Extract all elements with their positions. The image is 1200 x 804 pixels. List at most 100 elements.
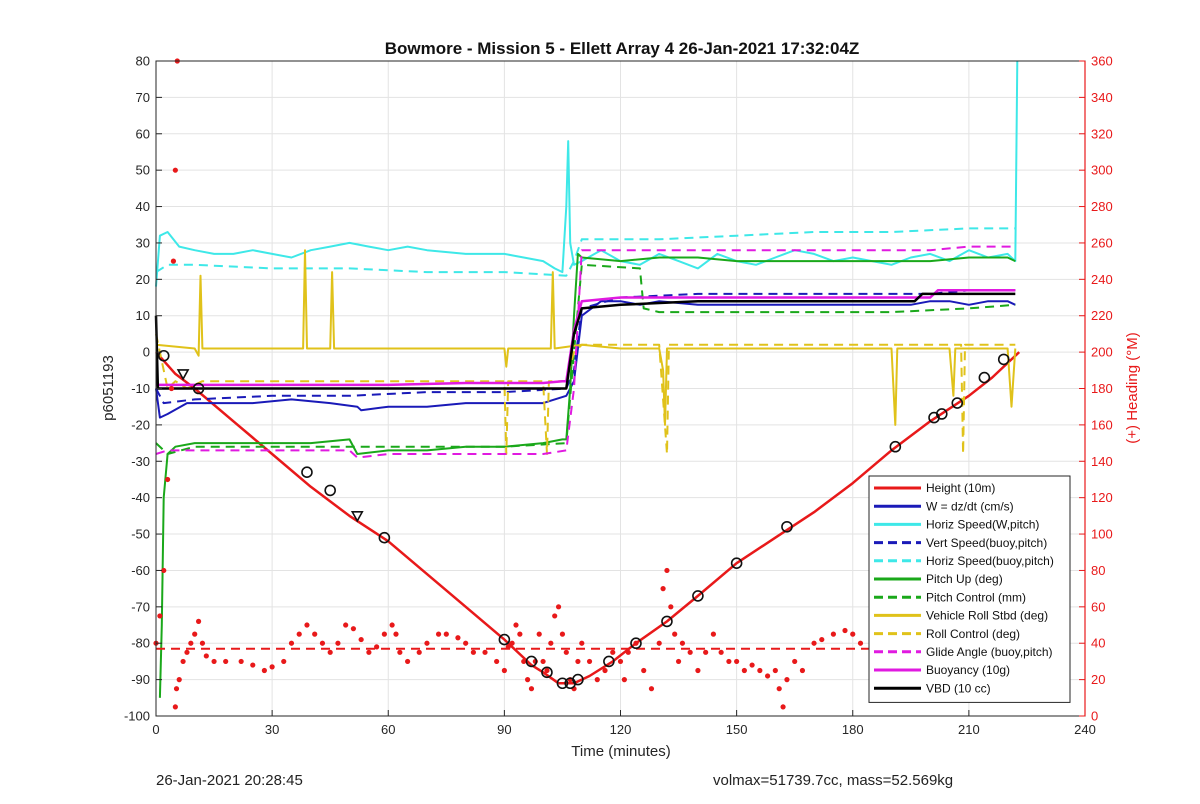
heading-point: [435, 631, 442, 637]
y-right-tick-label: 60: [1091, 599, 1105, 614]
y-right-tick-label: 20: [1091, 672, 1105, 687]
heading-point: [170, 258, 177, 264]
heading-point: [672, 631, 678, 637]
height-marker: [192, 382, 205, 395]
height-marker: [603, 655, 615, 668]
y-left-tick-label: -30: [131, 454, 150, 469]
height-marker: [572, 673, 584, 686]
chart-title: Bowmore - Mission 5 - Ellett Array 4 26-…: [385, 39, 860, 58]
heading-point: [528, 686, 535, 692]
y-left-tick-label: 60: [136, 126, 150, 141]
height-marker: [661, 615, 673, 628]
heading-point: [687, 649, 693, 655]
heading-point: [579, 640, 585, 646]
heading-point: [668, 604, 674, 610]
heading-point: [648, 686, 655, 692]
marker-layer: [157, 349, 1010, 690]
heading-point: [521, 658, 527, 665]
heading-point: [176, 677, 182, 683]
heading-point: [199, 640, 206, 646]
heading-point: [548, 640, 554, 646]
series-horiz-speed-buoy-pitch: [155, 227, 1016, 277]
heading-point: [463, 640, 469, 646]
heading-point: [509, 640, 515, 646]
heading-point: [397, 649, 403, 655]
heading-point: [819, 636, 825, 643]
heading-point: [269, 664, 275, 670]
heading-point: [540, 658, 546, 665]
series-height-10m: [155, 351, 1021, 685]
heading-point: [575, 658, 581, 665]
heading-point: [405, 658, 411, 665]
height-marker: [951, 397, 964, 409]
heading-point: [625, 649, 631, 655]
heading-point: [780, 704, 786, 710]
heading-point: [842, 627, 848, 634]
heading-point: [168, 385, 175, 392]
heading-point: [482, 649, 488, 655]
heading-point: [192, 631, 198, 637]
footer-timestamp: 26-Jan-2021 20:28:45: [156, 772, 303, 789]
height-marker: [541, 666, 553, 679]
series-vert-speed-buoy-pitch: [155, 289, 1016, 405]
y-left-tick-label: -100: [124, 709, 150, 724]
x-tick-label: 120: [610, 722, 632, 737]
height-marker: [997, 353, 1010, 366]
heading-point: [563, 649, 569, 655]
y-right-tick-label: 320: [1091, 126, 1113, 141]
heading-point: [811, 640, 817, 646]
triangle-marker: [350, 511, 364, 523]
x-tick-label: 90: [497, 722, 511, 737]
y-axis-label-left: p6051193: [100, 355, 117, 421]
heading-point: [288, 640, 295, 646]
heading-point: [350, 626, 357, 632]
legend-label: Height (10m): [926, 481, 995, 495]
heading-point: [664, 567, 670, 574]
legend-box: [868, 475, 1071, 703]
y-left-tick-label: -50: [131, 527, 150, 542]
height-marker: [324, 484, 336, 497]
y-right-tick-label: 40: [1091, 636, 1105, 651]
heading-point: [513, 622, 519, 628]
series-pitch-control-mm: [155, 263, 1016, 455]
legend-label: Roll Control (deg): [926, 627, 1020, 641]
heading-point: [850, 631, 856, 637]
heading-point: [525, 677, 531, 683]
heading-point: [734, 658, 740, 665]
heading-point: [552, 613, 558, 619]
series-vehicle-roll-stbd-deg: [155, 249, 1017, 426]
heading-point: [633, 640, 639, 646]
heading-point: [544, 667, 550, 674]
heading-point: [617, 658, 624, 665]
heading-point: [172, 167, 178, 173]
height-marker: [781, 520, 793, 533]
heading-point: [559, 631, 566, 637]
x-tick-label: 150: [726, 722, 748, 737]
y-left-tick-label: 20: [136, 272, 150, 287]
height-marker: [525, 655, 538, 668]
heading-point: [203, 653, 209, 659]
heading-point: [223, 658, 229, 665]
legend-label: Horiz Speed(buoy,pitch): [926, 554, 1054, 568]
legend-label: VBD (10 cc): [926, 681, 991, 695]
height-marker: [889, 440, 902, 453]
y-right-tick-label: 120: [1091, 490, 1113, 505]
height-marker: [692, 590, 704, 602]
y-right-tick-label: 280: [1091, 199, 1113, 214]
legend-label: Pitch Control (mm): [926, 590, 1026, 604]
y-left-tick-label: -20: [131, 417, 150, 432]
y-left-tick-label: 10: [136, 308, 150, 323]
heading-point: [343, 622, 349, 628]
legend-label: Glide Angle (buoy,pitch): [926, 645, 1053, 659]
heading-point: [830, 631, 836, 637]
heading-point: [335, 640, 341, 646]
heading-point: [261, 667, 267, 674]
heading-point: [470, 649, 477, 655]
heading-point: [594, 677, 600, 683]
heading-point: [455, 635, 461, 641]
heading-point: [726, 658, 732, 665]
heading-point: [281, 658, 287, 665]
heading-point: [675, 658, 682, 665]
heading-point: [416, 649, 422, 655]
